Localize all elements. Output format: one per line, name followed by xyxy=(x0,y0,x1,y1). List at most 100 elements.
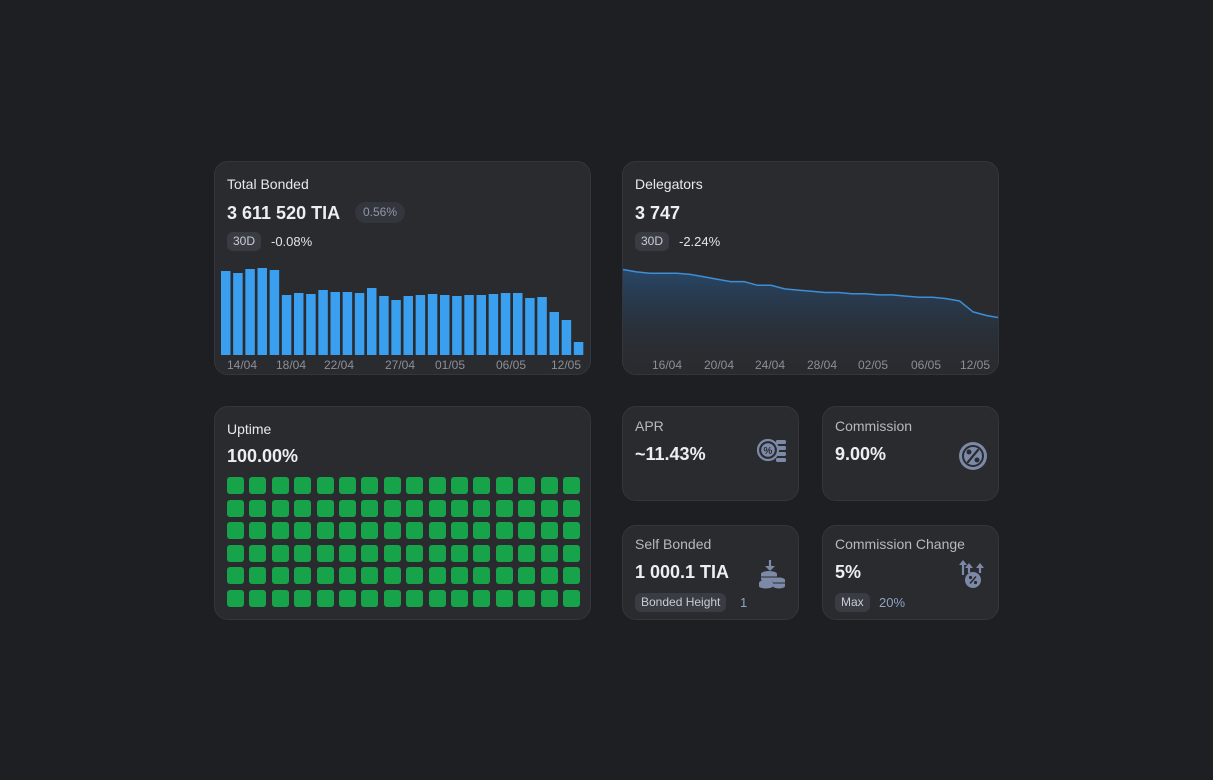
bar[interactable] xyxy=(281,295,292,355)
uptime-block[interactable] xyxy=(361,544,379,562)
bar[interactable] xyxy=(537,297,547,355)
uptime-block[interactable] xyxy=(383,477,401,494)
uptime-block[interactable] xyxy=(339,544,356,562)
uptime-block[interactable] xyxy=(495,590,513,607)
uptime-block[interactable] xyxy=(406,590,424,607)
uptime-block[interactable] xyxy=(361,499,379,517)
bar[interactable] xyxy=(440,295,450,355)
uptime-block[interactable] xyxy=(361,522,379,540)
uptime-block[interactable] xyxy=(406,544,424,562)
uptime-block[interactable] xyxy=(428,590,446,607)
bar[interactable] xyxy=(245,269,255,355)
uptime-block[interactable] xyxy=(227,567,244,585)
uptime-block[interactable] xyxy=(339,477,356,494)
uptime-block[interactable] xyxy=(294,522,312,540)
bar[interactable] xyxy=(525,298,535,355)
bar[interactable] xyxy=(403,296,413,355)
uptime-block[interactable] xyxy=(316,477,334,494)
uptime-block[interactable] xyxy=(563,499,580,517)
bar[interactable] xyxy=(500,293,511,355)
uptime-block[interactable] xyxy=(540,477,558,494)
bar[interactable] xyxy=(391,300,401,355)
uptime-block[interactable] xyxy=(540,590,558,607)
uptime-block[interactable] xyxy=(316,544,334,562)
uptime-block[interactable] xyxy=(249,522,267,540)
uptime-block[interactable] xyxy=(383,499,401,517)
uptime-block[interactable] xyxy=(294,590,312,607)
uptime-block[interactable] xyxy=(406,522,424,540)
uptime-block[interactable] xyxy=(451,567,468,585)
uptime-block[interactable] xyxy=(383,590,401,607)
uptime-block[interactable] xyxy=(473,477,491,494)
bar[interactable] xyxy=(330,292,340,355)
uptime-block[interactable] xyxy=(249,567,267,585)
uptime-block[interactable] xyxy=(451,544,468,562)
uptime-block[interactable] xyxy=(361,590,379,607)
uptime-block[interactable] xyxy=(406,477,424,494)
uptime-block[interactable] xyxy=(428,477,446,494)
uptime-block[interactable] xyxy=(518,499,536,517)
uptime-block[interactable] xyxy=(563,477,580,494)
uptime-block[interactable] xyxy=(473,544,491,562)
bar[interactable] xyxy=(513,293,523,355)
uptime-block[interactable] xyxy=(339,567,356,585)
bar[interactable] xyxy=(415,295,426,355)
uptime-block[interactable] xyxy=(495,567,513,585)
uptime-block[interactable] xyxy=(540,499,558,517)
uptime-block[interactable] xyxy=(540,567,558,585)
uptime-block[interactable] xyxy=(563,590,580,607)
bar[interactable] xyxy=(488,294,499,355)
bar[interactable] xyxy=(464,295,474,355)
uptime-block[interactable] xyxy=(406,567,424,585)
uptime-block[interactable] xyxy=(227,477,244,494)
uptime-block[interactable] xyxy=(451,477,468,494)
uptime-block[interactable] xyxy=(271,544,289,562)
uptime-block[interactable] xyxy=(249,544,267,562)
uptime-block[interactable] xyxy=(339,522,356,540)
bar[interactable] xyxy=(452,296,462,355)
uptime-block[interactable] xyxy=(294,544,312,562)
uptime-block[interactable] xyxy=(383,544,401,562)
uptime-block[interactable] xyxy=(451,499,468,517)
bar[interactable] xyxy=(561,320,572,355)
bar[interactable] xyxy=(379,296,389,355)
uptime-block[interactable] xyxy=(495,499,513,517)
uptime-block[interactable] xyxy=(249,590,267,607)
uptime-block[interactable] xyxy=(294,567,312,585)
bar[interactable] xyxy=(269,270,280,355)
uptime-block[interactable] xyxy=(227,590,244,607)
uptime-block[interactable] xyxy=(316,522,334,540)
uptime-block[interactable] xyxy=(361,567,379,585)
uptime-block[interactable] xyxy=(383,522,401,540)
uptime-block[interactable] xyxy=(271,522,289,540)
uptime-block[interactable] xyxy=(540,522,558,540)
uptime-block[interactable] xyxy=(540,544,558,562)
bar[interactable] xyxy=(318,290,328,355)
uptime-block[interactable] xyxy=(428,499,446,517)
uptime-block[interactable] xyxy=(428,567,446,585)
uptime-block[interactable] xyxy=(361,477,379,494)
uptime-block[interactable] xyxy=(518,522,536,540)
uptime-block[interactable] xyxy=(495,477,513,494)
uptime-block[interactable] xyxy=(563,567,580,585)
uptime-block[interactable] xyxy=(271,590,289,607)
uptime-block[interactable] xyxy=(451,590,468,607)
uptime-block[interactable] xyxy=(563,544,580,562)
uptime-block[interactable] xyxy=(563,522,580,540)
uptime-block[interactable] xyxy=(406,499,424,517)
bar[interactable] xyxy=(549,312,559,355)
uptime-block[interactable] xyxy=(518,477,536,494)
uptime-block[interactable] xyxy=(271,477,289,494)
bar[interactable] xyxy=(342,292,353,355)
bar[interactable] xyxy=(476,295,486,355)
uptime-block[interactable] xyxy=(271,567,289,585)
uptime-block[interactable] xyxy=(294,499,312,517)
uptime-block[interactable] xyxy=(518,567,536,585)
uptime-block[interactable] xyxy=(428,544,446,562)
uptime-block[interactable] xyxy=(473,499,491,517)
uptime-block[interactable] xyxy=(294,477,312,494)
bar[interactable] xyxy=(294,293,304,355)
uptime-block[interactable] xyxy=(316,590,334,607)
series-line[interactable] xyxy=(623,268,999,319)
delegators-period[interactable]: 30D xyxy=(635,232,670,251)
